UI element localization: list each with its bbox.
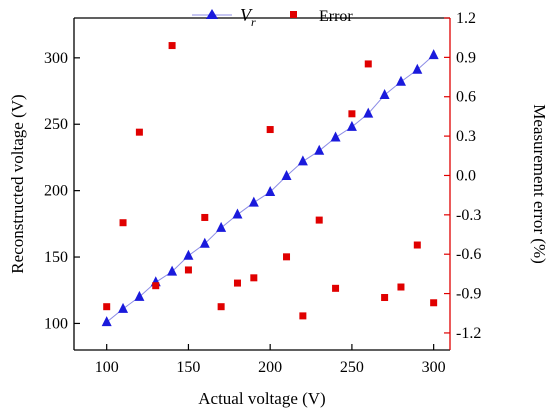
x-tick-label: 300 xyxy=(422,359,446,376)
vr-point xyxy=(232,208,243,219)
vr-point xyxy=(281,170,292,181)
error-point xyxy=(397,283,405,291)
error-point xyxy=(103,303,111,311)
vr-point xyxy=(363,107,374,118)
legend-vr-label: Vr xyxy=(240,5,256,29)
right-y-axis-label: Measurement error (%) xyxy=(530,104,549,264)
right-y-tick-label: 0.6 xyxy=(456,89,476,106)
error-point xyxy=(413,241,421,249)
x-axis-label: Actual voltage (V) xyxy=(198,389,325,408)
error-point xyxy=(348,110,356,118)
error-point xyxy=(233,279,241,287)
error-point xyxy=(152,282,160,290)
legend: Vr Error xyxy=(192,5,353,29)
error-point xyxy=(381,294,389,302)
legend-error-marker xyxy=(290,11,297,18)
error-point xyxy=(184,266,192,274)
error-point xyxy=(217,303,225,311)
error-point xyxy=(283,253,291,261)
right-y-tick-label: 1.2 xyxy=(456,10,476,27)
left-y-tick-label: 300 xyxy=(44,50,68,67)
x-tick-label: 150 xyxy=(176,359,200,376)
x-tick-label: 200 xyxy=(258,359,282,376)
left-y-tick-label: 150 xyxy=(44,249,68,266)
vr-point xyxy=(412,63,423,74)
legend-vr-marker xyxy=(206,9,218,19)
error-point xyxy=(135,128,143,136)
vr-point xyxy=(183,249,194,260)
legend-error-label: Error xyxy=(319,8,353,25)
vr-point xyxy=(265,185,276,196)
error-point xyxy=(299,312,307,320)
plot-frame xyxy=(73,17,451,351)
error-point xyxy=(364,60,372,68)
ticks: 100 150 200 250 300 100 150 200 250 300 1.2 0.9 0.6 0… xyxy=(44,10,481,376)
error-point xyxy=(201,213,209,221)
vr-point xyxy=(379,89,390,100)
right-y-tick-label: -0.9 xyxy=(456,286,481,303)
right-y-tick-label: 0.9 xyxy=(456,49,476,66)
x-tick-label: 250 xyxy=(340,359,364,376)
vr-point xyxy=(199,237,210,248)
error-point xyxy=(266,126,274,134)
vr-point xyxy=(428,49,439,60)
error-point xyxy=(250,274,258,282)
error-point xyxy=(430,299,438,307)
right-y-tick-label: -0.6 xyxy=(456,246,481,263)
error-point xyxy=(168,42,176,50)
right-y-tick-label: -0.3 xyxy=(456,207,481,224)
vr-point xyxy=(118,302,129,313)
data-marks xyxy=(101,42,439,327)
left-y-tick-label: 200 xyxy=(44,183,68,200)
right-y-tick-label: 0.3 xyxy=(456,128,476,145)
left-y-tick-label: 250 xyxy=(44,116,68,133)
left-y-axis-label: Reconstructed voltage (V) xyxy=(8,94,27,273)
vr-point xyxy=(395,75,406,86)
vr-point xyxy=(248,196,259,207)
vr-point xyxy=(330,131,341,142)
vr-point xyxy=(314,144,325,155)
vr-point xyxy=(101,316,112,327)
vr-point xyxy=(134,290,145,301)
vr-point xyxy=(346,120,357,131)
vr-point xyxy=(297,155,308,166)
error-point xyxy=(332,284,340,292)
right-y-tick-label: -1.2 xyxy=(456,325,481,342)
x-tick-label: 100 xyxy=(95,359,119,376)
error-point xyxy=(315,216,323,224)
right-y-tick-label: 0.0 xyxy=(456,167,476,184)
vr-point xyxy=(167,265,178,276)
error-point xyxy=(119,219,127,227)
left-y-tick-label: 100 xyxy=(44,315,68,332)
vr-point xyxy=(216,221,227,232)
